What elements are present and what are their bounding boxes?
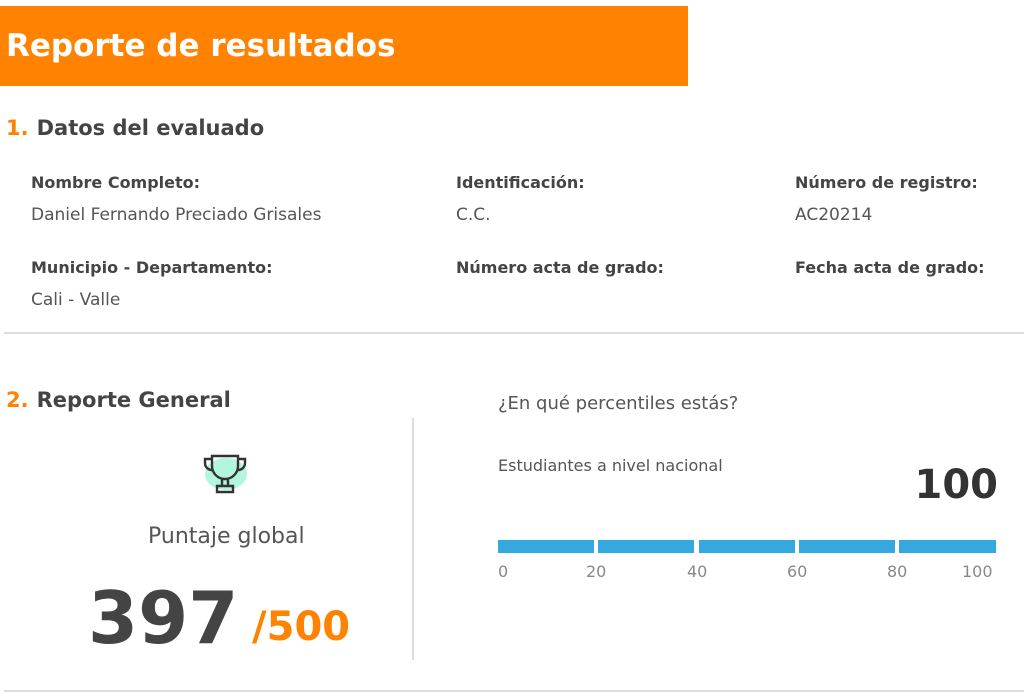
tick-label: 20 [586,562,607,581]
trophy-icon [202,450,248,500]
municipality-label: Municipio - Departamento: [31,258,273,277]
bottom-divider [4,690,1024,692]
section-2-heading: 2. Reporte General [6,388,231,412]
tick-label: 100 [962,562,993,581]
name-value: Daniel Fernando Preciado Grisales [31,205,322,225]
percentile-bar-segment [699,540,795,553]
tick-label: 0 [498,562,509,581]
percentile-bar-segment [498,540,594,553]
max-score: /500 [252,604,351,650]
global-score: 397 [88,576,239,660]
degree-act-number-label: Número acta de grado: [456,258,664,277]
percentile-value: 100 [914,462,999,508]
id-value: C.C. [456,205,491,225]
registration-value: AC20214 [795,205,873,225]
report-title: Reporte de resultados [0,6,688,86]
vertical-divider [412,418,414,660]
percentile-bar-segment [598,540,694,553]
percentile-bar-segment [899,540,996,553]
id-label: Identificación: [456,173,585,192]
degree-act-date-label: Fecha acta de grado: [795,258,985,277]
percentile-question: ¿En qué percentiles estás? [498,393,739,414]
score-label: Puntaje global [148,524,305,549]
name-label: Nombre Completo: [31,173,201,192]
tick-label: 40 [687,562,708,581]
section-1-heading: 1. Datos del evaluado [6,116,265,140]
tick-label: 60 [787,562,808,581]
municipality-value: Cali - Valle [31,290,121,310]
percentile-bar-segment [799,540,895,553]
divider [4,332,1024,334]
percentile-label: Estudiantes a nivel nacional [498,456,723,475]
registration-label: Número de registro: [795,173,978,192]
tick-label: 80 [887,562,908,581]
